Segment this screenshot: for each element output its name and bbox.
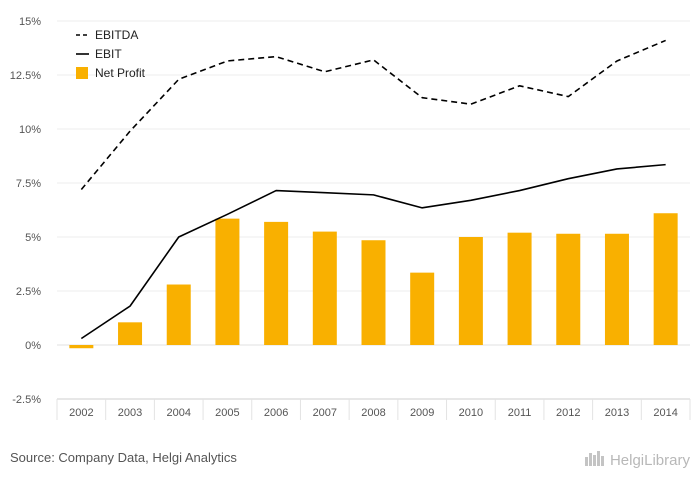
bar-net-profit	[69, 345, 94, 349]
bar-net-profit	[410, 272, 435, 345]
x-tick-label: 2008	[361, 407, 385, 419]
x-tick-label: 2007	[313, 407, 337, 419]
legend-label-ebit: EBIT	[95, 47, 122, 61]
x-tick-label: 2011	[508, 407, 532, 419]
bar-net-profit	[264, 221, 289, 345]
line-ebitda	[80, 39, 666, 190]
source-note: Source: Company Data, Helgi Analytics	[10, 450, 237, 465]
y-tick-label: 7.5%	[16, 178, 41, 190]
bar-series	[69, 213, 678, 349]
x-tick-label: 2006	[264, 407, 288, 419]
brand-logo: HelgiLibrary	[584, 449, 690, 471]
line-series	[80, 39, 666, 340]
bar-net-profit	[653, 213, 678, 345]
chart: 15%12.5%10%7.5%5%2.5%0%-2.5% 2002 2003 200…	[10, 16, 691, 420]
bar-net-profit	[166, 284, 191, 345]
y-axis: 15% 12.5% 10% 7.5% 5% 2.5% 0% -2.5%	[10, 16, 41, 406]
bar-net-profit	[458, 237, 483, 345]
legend-label-ebitda: EBITDA	[95, 28, 138, 42]
bar-net-profit	[118, 322, 143, 345]
x-axis: 2002 2003 2004 2005 2006 2007 2008 2009 2010 2011…	[56, 398, 691, 420]
x-tick-label: 2003	[118, 407, 142, 419]
bar-net-profit	[507, 232, 532, 345]
line-ebit	[80, 163, 666, 340]
x-tick-label: 2010	[459, 407, 483, 419]
bar-net-profit	[361, 240, 386, 345]
y-tick-label: -2.5%	[12, 394, 41, 406]
x-tick-label: 2013	[605, 407, 629, 419]
x-tick-label: 2002	[69, 407, 93, 419]
bar-net-profit	[604, 233, 629, 345]
bar-net-profit	[215, 218, 240, 345]
x-tick-label: 2005	[215, 407, 239, 419]
y-tick-label: 15%	[19, 16, 41, 28]
x-tick-label: 2004	[166, 407, 190, 419]
legend: EBITDA EBIT Net Profit	[76, 28, 146, 80]
brand-name: HelgiLibrary	[609, 451, 690, 469]
y-tick-label: 2.5%	[16, 286, 41, 298]
x-tick-label: 2009	[410, 407, 434, 419]
bar-net-profit	[556, 233, 581, 345]
y-tick-label: 10%	[19, 124, 41, 136]
y-tick-label: 5%	[25, 232, 41, 244]
legend-label-net-profit: Net Profit	[95, 66, 146, 80]
y-tick-label: 12.5%	[10, 70, 41, 82]
y-tick-label: 0%	[25, 340, 41, 352]
legend-swatch-net-profit	[76, 67, 88, 79]
bar-net-profit	[312, 231, 337, 345]
x-tick-label: 2014	[653, 407, 677, 419]
helgi-logo-icon	[584, 449, 606, 471]
x-tick-label: 2012	[556, 407, 580, 419]
